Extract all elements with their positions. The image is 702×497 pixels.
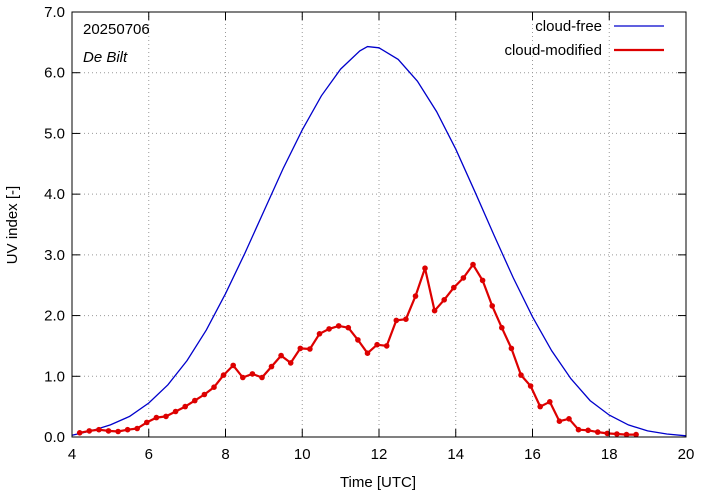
- cloud-modified-point: [105, 428, 112, 434]
- cloud-free-line: [71, 45, 687, 437]
- cloud-modified-point: [393, 317, 400, 324]
- x-tick-label: 10: [294, 446, 311, 463]
- cloud-modified-point: [556, 418, 563, 425]
- cloud-modified-point: [134, 425, 140, 432]
- cloud-modified-point: [259, 374, 265, 381]
- x-tick-label: 16: [524, 446, 541, 463]
- x-axis-title: Time [UTC]: [340, 474, 416, 491]
- y-tick-label: 6.0: [44, 65, 65, 82]
- cloud-modified-point: [441, 297, 448, 303]
- cloud-modified-point: [249, 371, 256, 377]
- cloud-modified-point: [594, 429, 601, 435]
- cloud-modified-point: [192, 397, 198, 404]
- x-tick-label: 12: [371, 446, 388, 463]
- grid: [72, 12, 686, 437]
- cloud-modified-point: [211, 384, 217, 391]
- cloud-modified-point: [364, 350, 371, 357]
- cloud-modified-point: [240, 374, 246, 381]
- ticks: 4 6 8 10 12 14 16 18 20 0.0 1.0 2.0 3.0 4.0 5.0 6.0 7.0: [44, 4, 694, 463]
- x-tick-label: 6: [145, 446, 153, 463]
- cloud-modified-point: [326, 326, 332, 332]
- cloud-modified-point: [76, 430, 83, 436]
- cloud-modified-point: [403, 316, 409, 323]
- y-tick-label: 1.0: [44, 368, 65, 385]
- cloud-modified-point: [499, 324, 505, 331]
- cloud-modified-point: [355, 337, 361, 343]
- cloud-modified-point: [96, 426, 102, 433]
- cloud-modified-point: [182, 403, 188, 410]
- cloud-modified-point: [153, 414, 160, 421]
- plot-frame: [71, 11, 687, 438]
- cloud-modified-point: [201, 391, 208, 398]
- cloud-modified-point: [623, 431, 630, 438]
- location-label: De Bilt: [83, 49, 128, 66]
- cloud-modified-point: [268, 363, 275, 370]
- cloud-modified-point: [115, 428, 121, 435]
- date-label: 20250706: [83, 21, 150, 38]
- cloud-modified-point: [278, 352, 284, 359]
- cloud-modified-point: [566, 416, 572, 422]
- x-tick-label: 20: [678, 446, 695, 463]
- y-tick-label: 0.0: [44, 429, 65, 446]
- cloud-modified-point: [604, 430, 611, 437]
- cloud-modified-point: [460, 275, 467, 281]
- cloud-modified-point: [527, 383, 534, 389]
- cloud-modified-point: [412, 293, 419, 299]
- cloud-modified-point: [335, 323, 342, 329]
- cloud-modified-point: [374, 341, 380, 348]
- legend-label-cloud-free: cloud-free: [535, 18, 602, 35]
- cloud-modified-point: [297, 345, 304, 352]
- y-tick-label: 2.0: [44, 308, 65, 325]
- cloud-modified-point: [470, 261, 476, 268]
- series-layer: [71, 45, 687, 438]
- cloud-modified-point: [518, 372, 524, 378]
- cloud-modified-point: [144, 419, 150, 426]
- cloud-modified-point: [86, 428, 93, 434]
- legend-label-cloud-modified: cloud-modified: [504, 42, 602, 59]
- cloud-modified-point: [345, 324, 352, 331]
- x-tick-label: 14: [447, 446, 464, 463]
- cloud-modified-point: [383, 343, 390, 349]
- cloud-modified-point: [537, 403, 543, 410]
- cloud-modified-point: [220, 372, 227, 378]
- y-tick-label: 3.0: [44, 247, 65, 264]
- y-axis-title: UV index [-]: [4, 186, 21, 264]
- cloud-modified-point: [316, 331, 323, 337]
- cloud-modified-point: [451, 284, 457, 291]
- cloud-modified-point: [547, 399, 553, 405]
- cloud-modified-point: [287, 360, 294, 366]
- cloud-modified-point: [614, 431, 620, 437]
- y-tick-label: 7.0: [44, 4, 65, 21]
- cloud-modified-point: [431, 307, 438, 314]
- cloud-modified-point: [479, 277, 486, 284]
- cloud-modified-point: [172, 408, 179, 415]
- cloud-modified-point: [633, 431, 639, 438]
- cloud-modified-point: [508, 345, 515, 352]
- cloud-modified-point: [575, 426, 582, 433]
- cloud-modified-point: [422, 265, 428, 272]
- x-tick-label: 18: [601, 446, 618, 463]
- y-tick-label: 4.0: [44, 186, 65, 203]
- x-tick-label: 4: [68, 446, 76, 463]
- cloud-modified-line: [79, 263, 637, 436]
- cloud-modified-point: [307, 346, 313, 352]
- cloud-modified-point: [230, 362, 236, 369]
- legend: cloud-free cloud-modified: [504, 18, 664, 59]
- cloud-modified-point: [489, 303, 496, 309]
- cloud-modified-point: [585, 427, 591, 434]
- x-tick-label: 8: [221, 446, 229, 463]
- cloud-modified-point: [163, 413, 169, 420]
- y-tick-label: 5.0: [44, 125, 65, 142]
- cloud-modified-point: [124, 426, 131, 433]
